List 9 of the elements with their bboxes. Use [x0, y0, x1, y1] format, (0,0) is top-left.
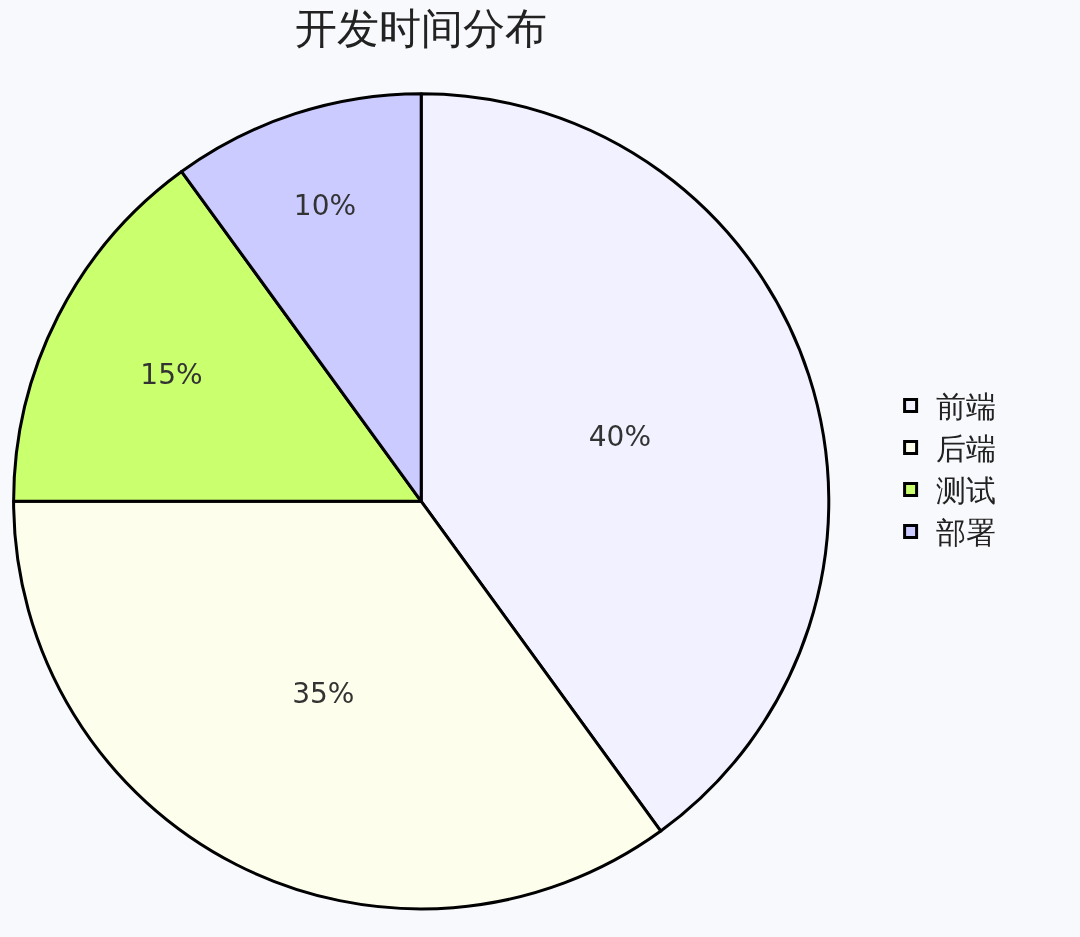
legend-label: 测试 [935, 473, 996, 509]
data-label: 15% [140, 357, 203, 391]
data-label: 10% [293, 188, 357, 222]
legend-label: 部署 [935, 515, 996, 551]
legend-label: 后端 [935, 431, 996, 467]
data-label: 35% [292, 676, 355, 710]
data-label: 40% [588, 420, 651, 454]
legend-label: 前端 [935, 389, 996, 425]
chart-title: 开发时间分布 [295, 4, 548, 54]
